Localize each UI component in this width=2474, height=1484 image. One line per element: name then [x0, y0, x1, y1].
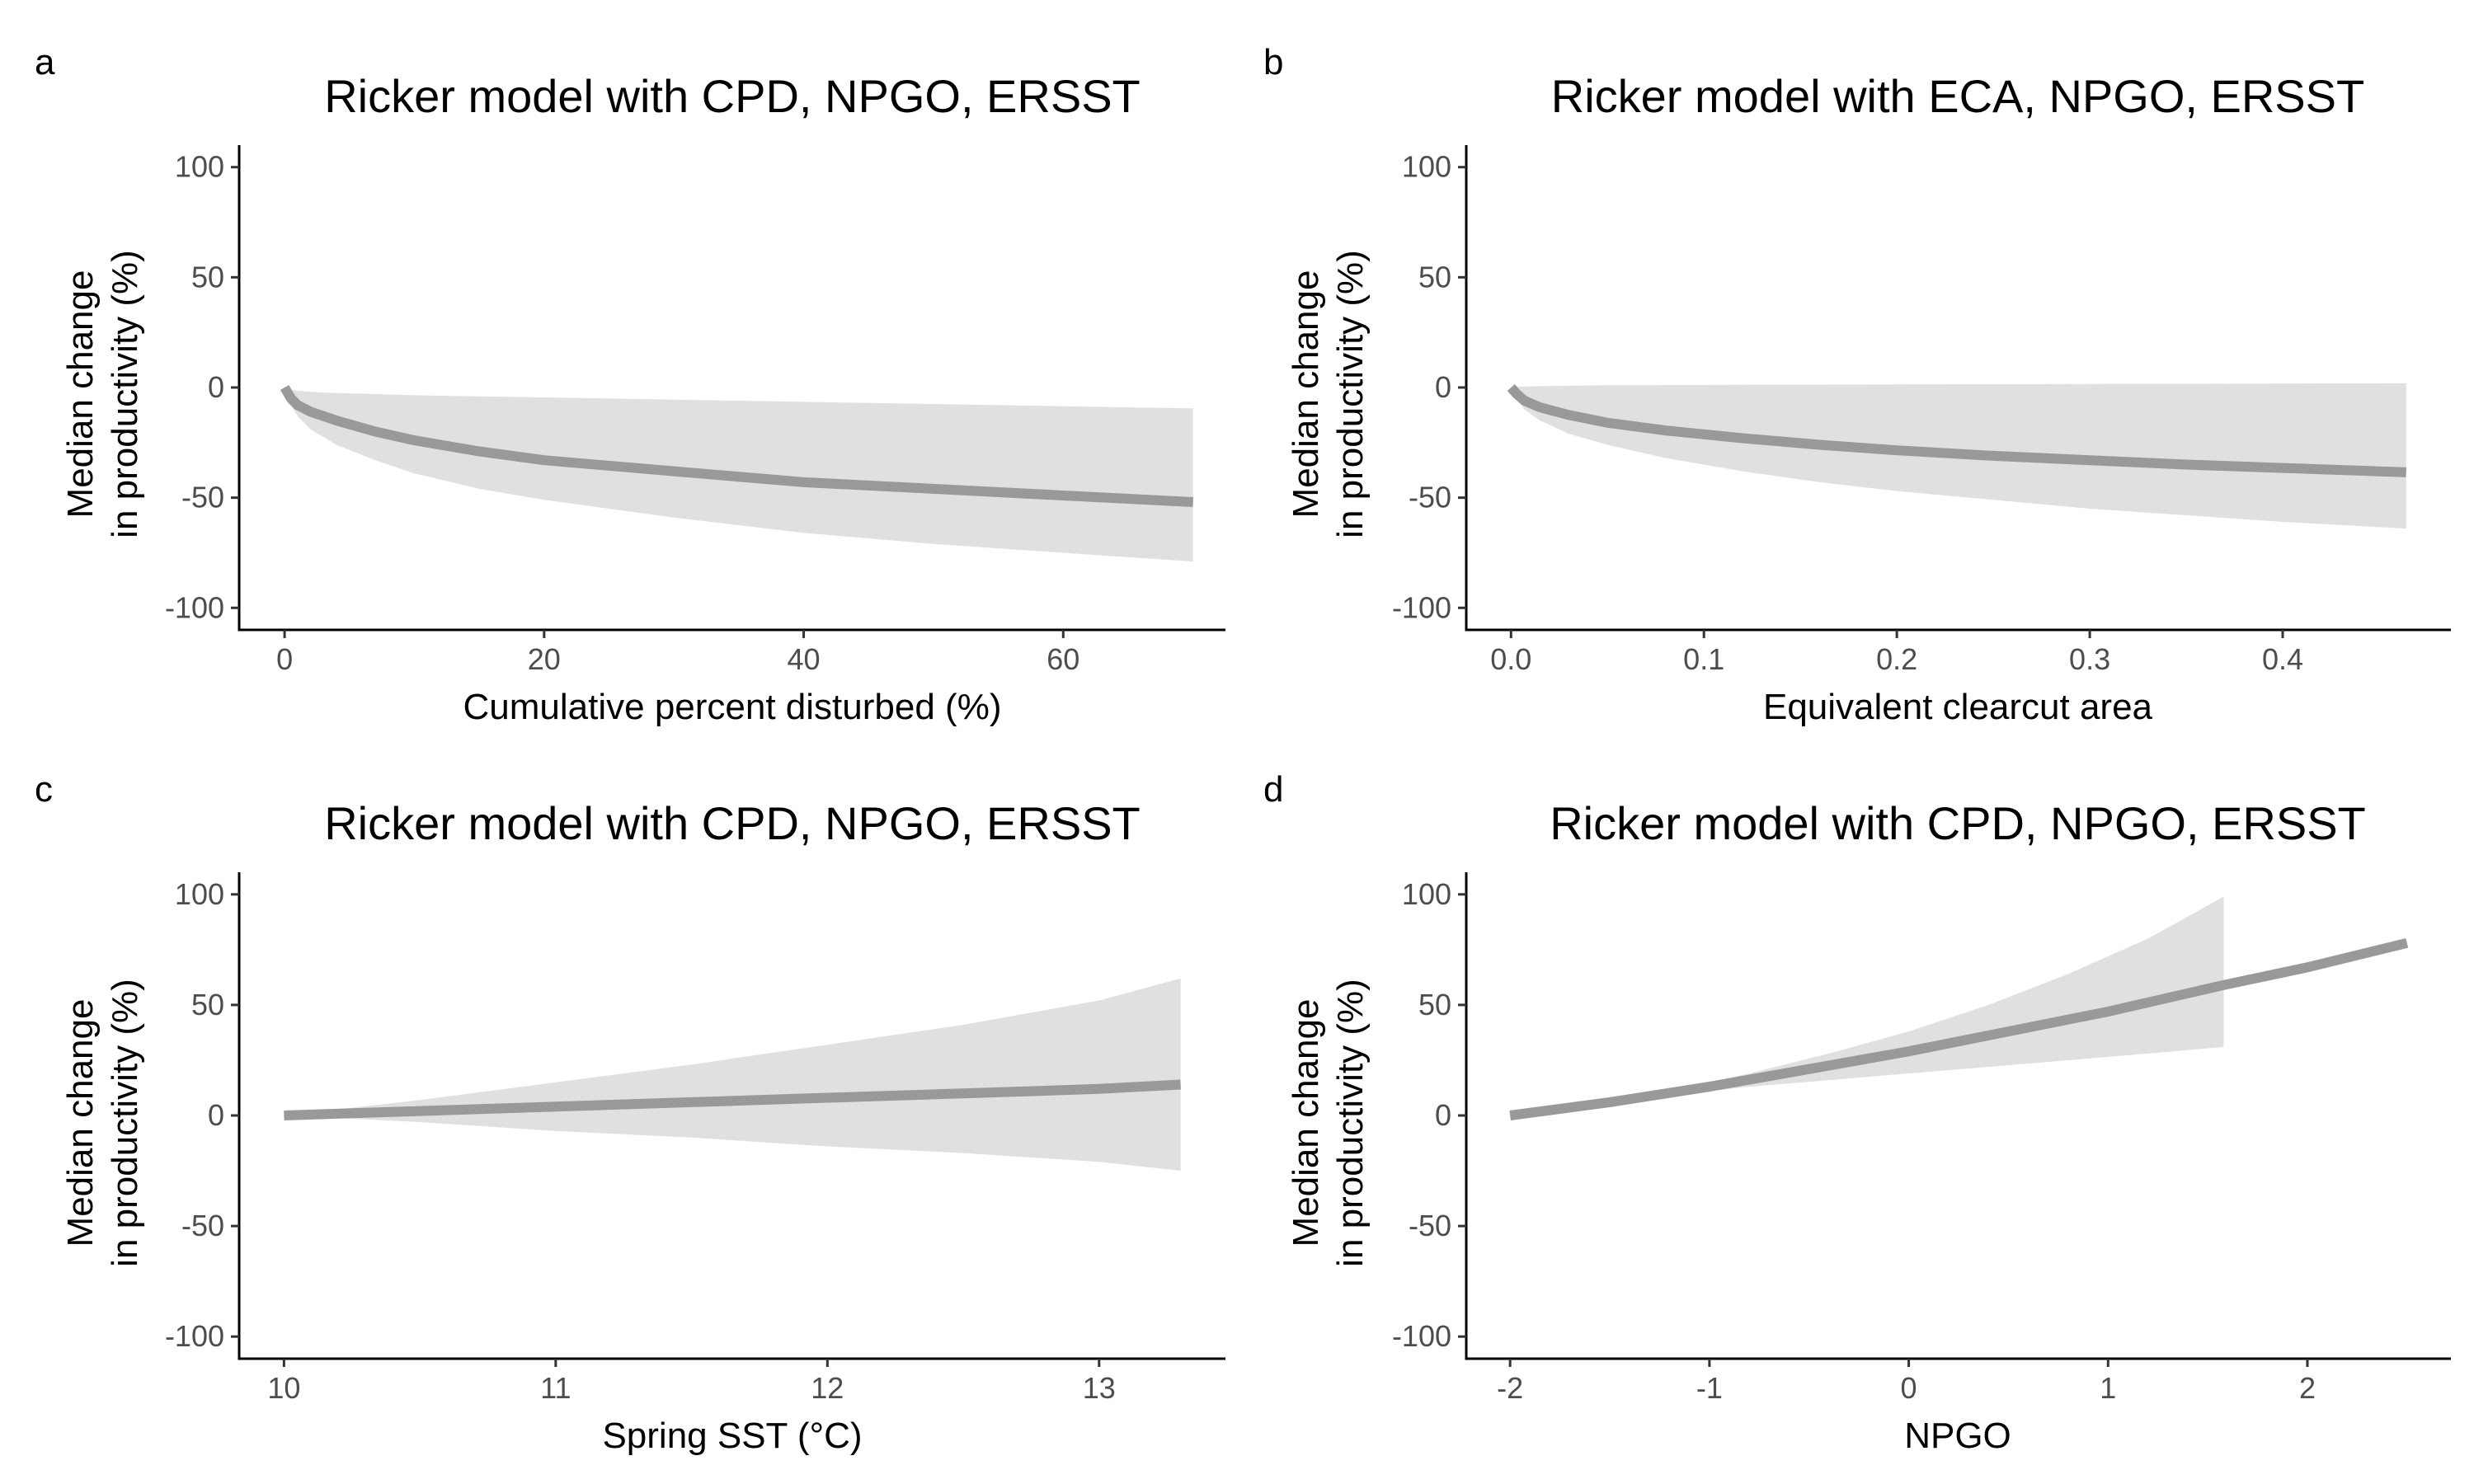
y-tick-label: -50 — [181, 1209, 224, 1242]
x-tick-label: -2 — [1497, 1371, 1523, 1405]
y-axis-title-line2: in productivity (%) — [1330, 250, 1371, 538]
x-tick-label: 0 — [276, 642, 293, 676]
y-axis-title-line2: in productivity (%) — [105, 979, 145, 1267]
panel-b: b Ricker model with ECA, NPGO, ERSST Equ… — [1263, 42, 2451, 727]
y-tick-label: 100 — [1402, 877, 1451, 911]
median-line — [1507, 384, 2406, 477]
median-line — [284, 1079, 1181, 1120]
x-tick-label: 20 — [528, 642, 561, 676]
x-tick-label: 13 — [1083, 1371, 1116, 1405]
plot-area-c: -100 -50 0 50 100 10 11 12 13 — [165, 872, 1225, 1405]
y-tick-label: -50 — [181, 481, 224, 514]
x-tick-label: 40 — [788, 642, 821, 676]
y-tick-label: 100 — [175, 150, 224, 184]
y-axis-title: Median change in productivity (%) — [60, 979, 145, 1267]
y-axis-title-line1: Median change — [60, 999, 101, 1247]
confidence-ribbon — [284, 978, 1181, 1171]
x-tick-label: 1 — [2100, 1371, 2116, 1405]
panel-a: a Ricker model with CPD, NPGO, ERSST Cum… — [35, 42, 1225, 727]
y-tick-label: 50 — [191, 260, 224, 294]
x-tick-label: 60 — [1047, 642, 1079, 676]
y-tick-label: 100 — [175, 877, 224, 911]
y-axis-title: Median change in productivity (%) — [60, 250, 145, 538]
x-tick-label: 0.3 — [2069, 642, 2110, 676]
y-axis-title-line2: in productivity (%) — [105, 250, 145, 538]
y-tick-label: 50 — [1418, 988, 1451, 1021]
x-tick-label: 0.0 — [1490, 642, 1531, 676]
y-axis-title: Median change in productivity (%) — [1286, 979, 1371, 1267]
panel-letter: d — [1263, 769, 1283, 810]
y-axis-title-line1: Median change — [60, 270, 101, 519]
x-tick-label: 2 — [2299, 1371, 2316, 1405]
x-axis-title: Spring SST (°C) — [602, 1416, 862, 1456]
panel-d: d Ricker model with CPD, NPGO, ERSST NPG… — [1263, 769, 2451, 1456]
x-tick-label: 11 — [540, 1371, 571, 1405]
x-tick-label: 0 — [1901, 1371, 1917, 1405]
y-tick-label: -100 — [165, 590, 224, 624]
panel-letter: c — [35, 769, 53, 810]
panel-title: Ricker model with CPD, NPGO, ERSST — [324, 797, 1141, 849]
y-axis-title: Median change in productivity (%) — [1286, 250, 1371, 538]
y-tick-label: 0 — [208, 370, 224, 404]
confidence-ribbon — [1510, 896, 2224, 1115]
x-tick-label: 10 — [267, 1371, 300, 1405]
y-tick-label: -100 — [1392, 1319, 1451, 1353]
y-tick-label: -50 — [1409, 1209, 1451, 1242]
y-tick-label: -100 — [1392, 590, 1451, 624]
panel-letter: b — [1263, 42, 1283, 82]
x-axis-title: Equivalent clearcut area — [1763, 687, 2153, 727]
median-line — [280, 384, 1194, 507]
y-tick-label: -100 — [165, 1319, 224, 1353]
x-tick-label: -1 — [1696, 1371, 1723, 1405]
plot-area-b: -100 -50 0 50 100 0.0 0.1 0.2 0.3 0.4 — [1392, 145, 2451, 676]
x-tick-label: 12 — [811, 1371, 844, 1405]
x-tick-label: 0.1 — [1683, 642, 1724, 676]
y-tick-label: -50 — [1409, 481, 1451, 514]
plot-area-d: -100 -50 0 50 100 -2 -1 0 1 2 — [1392, 872, 2451, 1405]
y-axis-title-line1: Median change — [1286, 270, 1326, 519]
x-tick-label: 0.4 — [2262, 642, 2303, 676]
panel-title: Ricker model with CPD, NPGO, ERSST — [1550, 797, 2366, 849]
y-axis-title-line1: Median change — [1286, 999, 1326, 1247]
y-tick-label: 50 — [191, 988, 224, 1021]
panel-title: Ricker model with CPD, NPGO, ERSST — [324, 70, 1141, 122]
median-line — [1509, 937, 2409, 1120]
x-axis-title: NPGO — [1904, 1416, 2011, 1456]
panel-c: c Ricker model with CPD, NPGO, ERSST Spr… — [35, 769, 1225, 1456]
panel-letter: a — [35, 42, 55, 82]
x-tick-label: 0.2 — [1876, 642, 1917, 676]
panel-title: Ricker model with ECA, NPGO, ERSST — [1551, 70, 2364, 122]
y-axis-title-line2: in productivity (%) — [1330, 979, 1371, 1267]
plot-area-a: -100 -50 0 50 100 0 20 40 60 — [165, 145, 1225, 676]
x-axis-title: Cumulative percent disturbed (%) — [463, 687, 1002, 727]
y-tick-label: 0 — [1435, 370, 1451, 404]
y-tick-label: 0 — [1435, 1098, 1451, 1132]
y-tick-label: 50 — [1418, 260, 1451, 294]
y-tick-label: 0 — [208, 1098, 224, 1132]
y-tick-label: 100 — [1402, 150, 1451, 184]
